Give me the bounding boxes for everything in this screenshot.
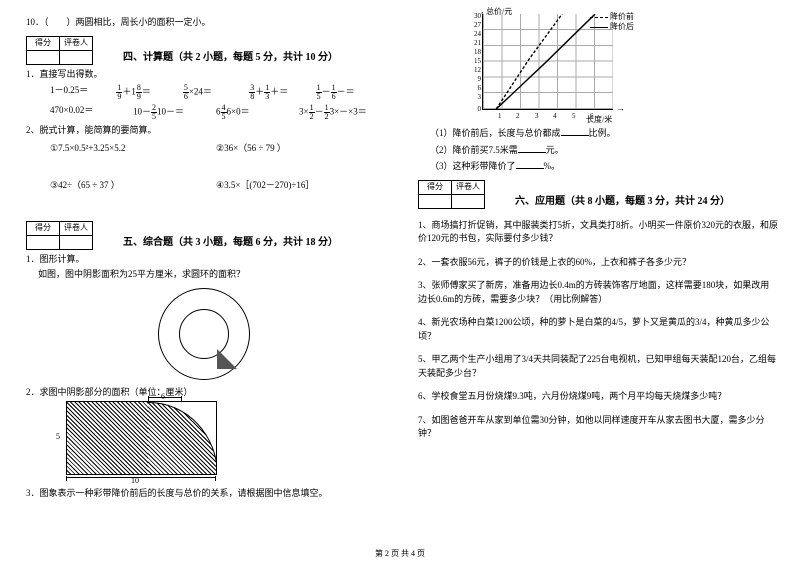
calc-row-1: 1－0.25＝ 19＋189＝ 56×24＝ 38＋13＋＝ 15－16－＝ <box>50 84 382 101</box>
page-footer: 第 2 页 共 4 页 <box>0 548 800 560</box>
s6-q5: 5、甲乙两个生产小组用了3/4天共同装配了225台电视机，已知甲组每天装配120… <box>418 353 778 380</box>
s6-q6: 6、学校食堂五月份烧煤9.3吨，六月份烧煤9吨，两个月平均每天烧煤多少吨？ <box>418 390 778 404</box>
s6-q7: 7、如图爸爸开车从家到单位需30分钟，如他以同样速度开车从家去图书大厦，需多少分… <box>418 414 778 441</box>
e2: ②36×（56 ÷ 79 ） <box>216 142 382 156</box>
s6-q2: 2、一套衣服56元，裤子的价钱是上衣的60%，上衣和裤子各多少元？ <box>418 256 778 270</box>
sec4-title: 四、计算题（共 2 小题，每题 5 分，共计 10 分） <box>123 50 338 65</box>
e1: ①7.5×0.5²+3.25×5.2 <box>50 142 216 156</box>
score-box-4: 得分评卷人 四、计算题（共 2 小题，每题 5 分，共计 10 分） <box>26 36 382 65</box>
chart-a2: （2）降价前买7.5米需元。 <box>430 143 778 158</box>
s4-q2: 2、脱式计算，能简算的要简算。 <box>26 124 382 138</box>
calc-row-2: 470×0.02＝ 10－2510－＝ 6456×0＝ 3×12－123×－×3… <box>50 104 382 121</box>
price-chart: ↑→ 总价/元长度/米 降价前 降价后 302724211815129630 1… <box>466 14 626 122</box>
ring-figure <box>26 288 382 380</box>
shape-figure: 5 6 10 <box>66 401 216 473</box>
sec5-title: 五、综合题（共 3 小题，每题 6 分，共计 18 分） <box>123 235 338 250</box>
s5-q1b: 如图，图中阴影面积为25平方厘米，求圆环的面积？ <box>38 268 382 282</box>
s4-q1: 1．直接写出得数。 <box>26 68 382 82</box>
sec6-title: 六、应用题（共 8 小题，每题 3 分，共计 24 分） <box>515 194 730 209</box>
e3: ③42÷（65 ÷ 37 ） <box>50 179 216 193</box>
s5-q1: 1．图形计算。 <box>26 253 382 267</box>
score-box-6: 得分评卷人 六、应用题（共 8 小题，每题 3 分，共计 24 分） <box>418 180 778 209</box>
s5-q3: 3．图象表示一种彩带降价前后的长度与总价的关系，请根据图中信息填空。 <box>26 487 382 501</box>
chart-a3: （3）这种彩带降价了%。 <box>430 159 778 174</box>
s6-q4: 4、新光农场种白菜1200公顷，种的萝卜是白菜的4/5，萝卜又是黄瓜的3/4，种… <box>418 316 778 343</box>
e4: ④3.5×［(702－270)÷16］ <box>216 179 382 193</box>
s6-q1: 1、商场搞打折促销，其中服装类打5折，文具类打8折。小明买一件原价320元的衣服… <box>418 219 778 246</box>
s5-q2: 2．求图中阴影部分的面积（单位：厘米） <box>26 386 382 400</box>
score-box-5: 得分评卷人 五、综合题（共 3 小题，每题 6 分，共计 18 分） <box>26 221 382 250</box>
chart-a1: （1）降价前后，长度与总价都成比例。 <box>430 126 778 141</box>
s6-q3: 3、张师傅家买了新房，准备用边长0.4m的方砖装饰客厅地面，这样需要180块，如… <box>418 279 778 306</box>
q10: 10．（ ）两圆相比，周长小的面积一定小。 <box>26 16 382 30</box>
